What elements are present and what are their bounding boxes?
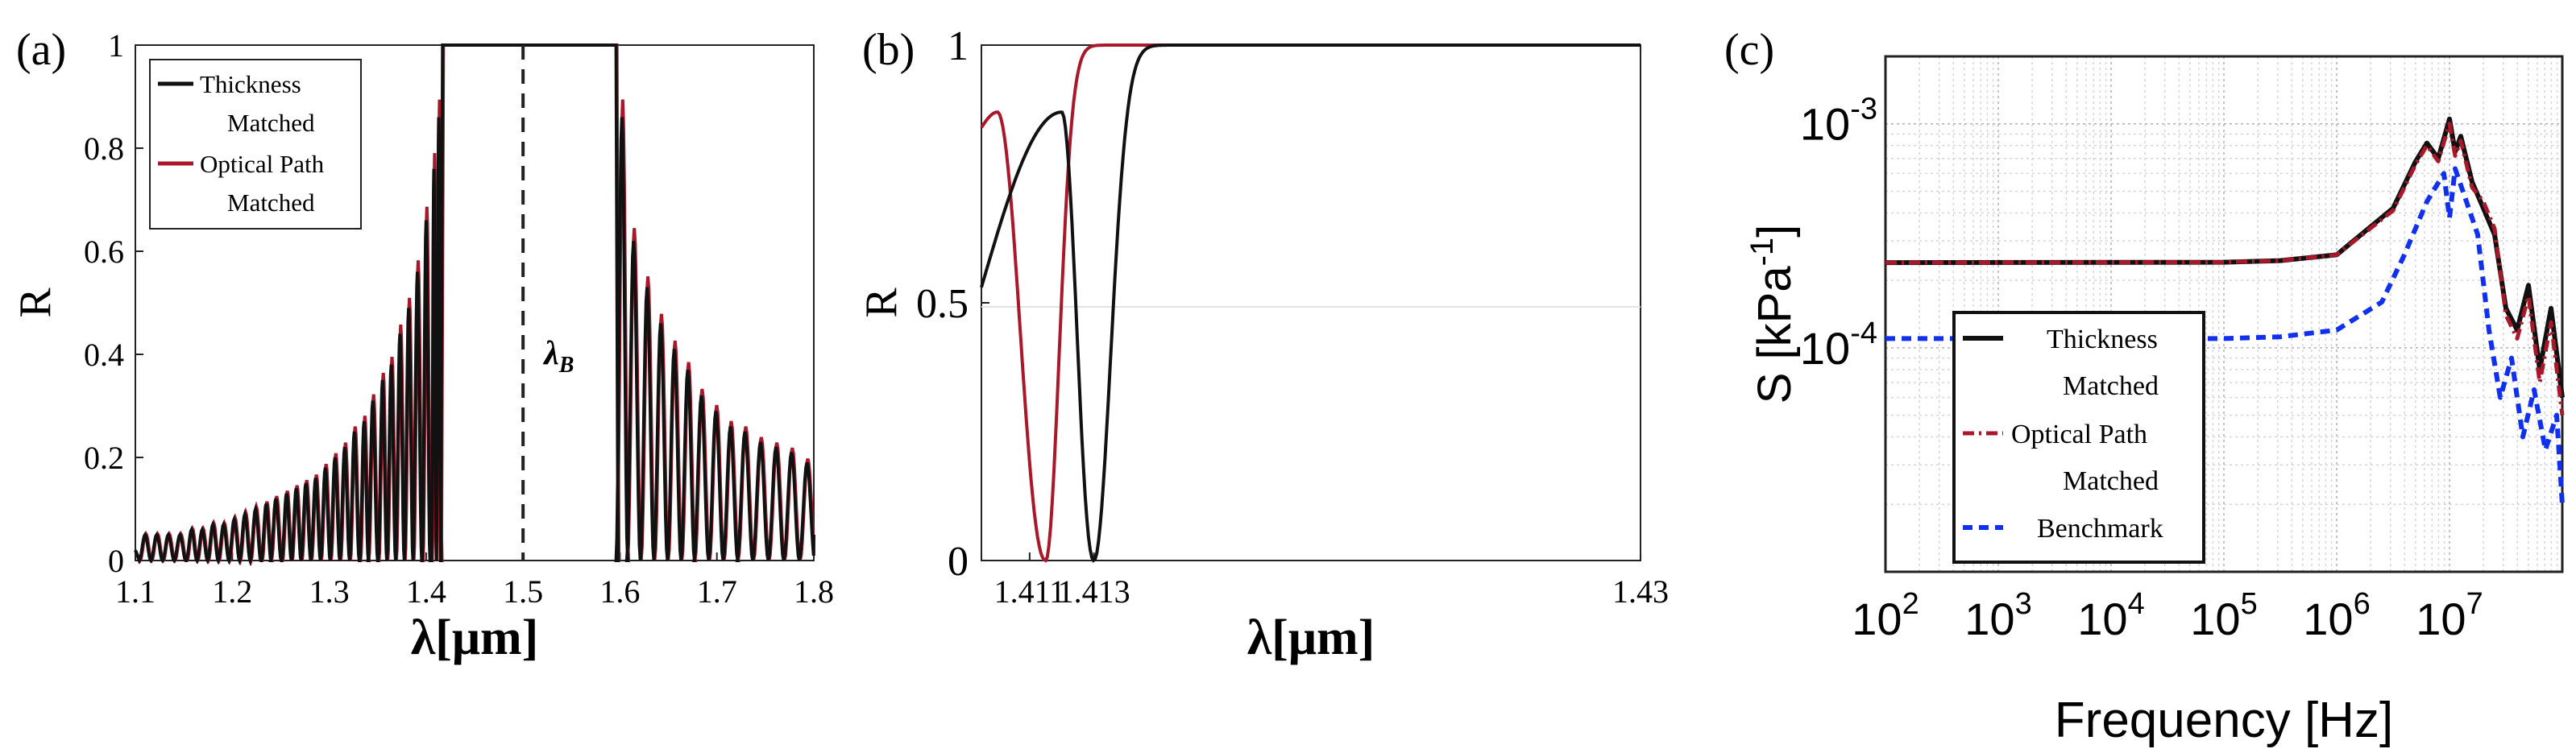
panel-c-legend: Thickness Matched Optical Path Matched B… [1952, 311, 2205, 564]
panel-c-ytick-label: 10-4 [1800, 317, 1877, 374]
panel-a-ytick-label: 0.8 [84, 130, 124, 167]
panel-a-xtick-label: 1.6 [599, 573, 640, 610]
legend-optical-line1: Optical Path [200, 150, 325, 178]
panel-b-frame [981, 44, 1641, 561]
panel-label-a: (a) [16, 25, 66, 75]
legend-c-label-benchmark: Benchmark [2037, 514, 2163, 544]
panel-c-ytick-label: 10-3 [1800, 93, 1877, 150]
panel-c-legend-box [1952, 311, 2205, 564]
panel-a-legend: Thickness Matched Optical Path Matched [149, 59, 362, 230]
panel-a-xtick-label: 1.5 [503, 573, 543, 610]
panel-label-b: (b) [862, 25, 915, 75]
panel-a-legend-box [149, 59, 362, 230]
panel-b-xtick-label: 1.43 [1612, 573, 1669, 610]
legend-thickness-line2: Matched [227, 109, 315, 137]
panel-b-ytick-label: 1 [948, 23, 969, 69]
panel-c-frame [1884, 55, 2564, 573]
series-thickness-matched [980, 43, 1641, 563]
panel-a-xtick-label: 1.3 [309, 573, 350, 610]
series-benchmark [1885, 166, 2565, 505]
panel-b-ytick-label: 0 [948, 539, 969, 585]
panel-a-ylabel: R [10, 288, 60, 318]
series-thickness-matched [1885, 116, 2565, 398]
series-optical-path-matched [1885, 122, 2565, 416]
panel-c-xtick-label: 103 [1964, 587, 2031, 644]
panel-a-xtick-label: 1.7 [697, 573, 737, 610]
panel-c-xtick-label: 104 [2077, 587, 2144, 644]
panel-c-xtick-label: 105 [2190, 587, 2257, 644]
panel-a-ytick-label: 0 [108, 543, 124, 579]
panel-c-xlabel: Frequency [Hz] [2055, 693, 2393, 748]
legend-c-optical-line2: Matched [2063, 466, 2159, 496]
panel-b-ytick-label: 0.5 [916, 281, 969, 327]
panel-b-xtick-label: 1.413 [1058, 573, 1130, 610]
panel-a-ytick-label: 1 [108, 27, 124, 64]
legend-label-optical: Optical Path Matched [200, 150, 330, 217]
panel-c-xtick-label: 102 [1852, 587, 1919, 644]
panel-b-xlabel: λ[μm] [1247, 610, 1375, 665]
legend-c-label-thickness: Thickness Matched [2047, 325, 2164, 401]
panel-a-chart: 1.1 1.2 1.3 1.4 1.5 1.6 1.7 1.8 0 0.2 0.4 0.6 0.8 1 λ… [10, 27, 834, 665]
panel-c-xtick-label: 106 [2303, 587, 2370, 644]
panel-a-xtick-label: 1.4 [406, 573, 446, 610]
panel-a-ytick-label: 0.2 [84, 440, 124, 476]
series-thickness-matched [134, 43, 815, 566]
panel-a-xtick-label: 1.8 [794, 573, 834, 610]
panel-a-xlabel: λ[μm] [411, 610, 539, 665]
legend-optical-line2: Matched [227, 188, 315, 217]
panel-c-ylabel: S [kPa-1] [1744, 225, 1801, 404]
panel-c-chart: 102 103 104 105 106 107 10-4 10-3 Frequency [Hz… [1744, 55, 2565, 748]
legend-c-label-optical: Optical Path Matched [2011, 420, 2159, 496]
panel-label-c: (c) [1724, 25, 1774, 75]
panel-a-ytick-label: 0.4 [84, 337, 124, 373]
lambda-b-annotation: λB [542, 335, 574, 378]
legend-label-thickness: Thickness Matched [200, 70, 315, 137]
series-optical-path-matched [980, 43, 1641, 563]
legend-c-thickness-line1: Thickness [2047, 325, 2158, 354]
legend-c-optical-line1: Optical Path [2011, 420, 2147, 449]
panel-a-xtick-label: 1.2 [212, 573, 252, 610]
panel-b-xtick-label: 1.411 [994, 573, 1066, 610]
panel-a-xtick-label: 1.1 [115, 573, 156, 610]
legend-thickness-line1: Thickness [200, 70, 301, 98]
legend-c-thickness-line2: Matched [2063, 371, 2159, 401]
panel-b-ylabel: R [857, 288, 906, 318]
panel-c-xtick-label: 107 [2416, 587, 2483, 644]
panel-a-ytick-label: 0.6 [84, 234, 124, 270]
